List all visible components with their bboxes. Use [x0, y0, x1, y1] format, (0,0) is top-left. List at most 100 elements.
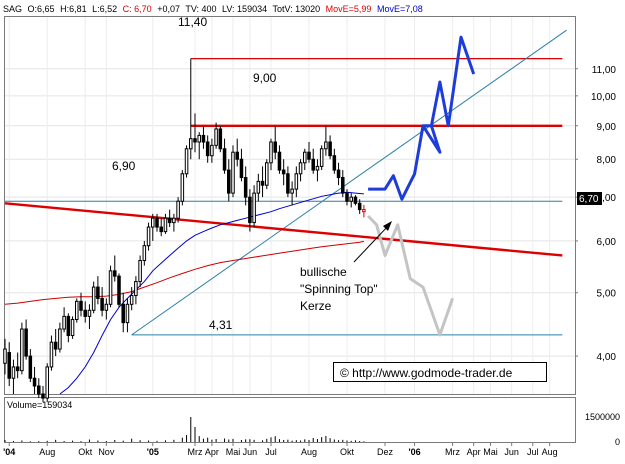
- header-symbol: SAG: [3, 4, 22, 14]
- y-tick-label: 11,00: [592, 65, 617, 76]
- x-tick-label: Mrz: [445, 447, 460, 457]
- x-tick-label: Dez: [377, 447, 394, 457]
- candle-body: [100, 297, 104, 311]
- candle-body: [159, 226, 163, 233]
- candle-body: [41, 393, 45, 399]
- candle-body: [180, 173, 185, 202]
- scenario-paths: [367, 35, 476, 337]
- y-tick-label: 4,00: [597, 352, 617, 363]
- x-tick-label: Jul: [265, 447, 277, 457]
- candle-body: [37, 385, 41, 395]
- volume-tick-label: 1500000: [585, 412, 620, 422]
- candle-body: [260, 180, 265, 186]
- candle-body: [49, 341, 54, 368]
- y-tick-label: 6,00: [597, 237, 617, 248]
- header-move-red: MovE=5,99: [326, 4, 372, 14]
- candle-body: [341, 177, 345, 194]
- candle-body: [362, 209, 366, 213]
- x-tick-label: Apr: [205, 447, 219, 457]
- candle-body: [231, 151, 235, 194]
- candle-body: [79, 300, 83, 311]
- candle-body: [142, 245, 147, 262]
- trend-lines: [4, 29, 567, 336]
- header-totv: TotV: 13020: [272, 4, 320, 14]
- x-tick-label: Nov: [98, 447, 115, 457]
- candle-body: [121, 303, 125, 324]
- candle-body: [201, 134, 206, 143]
- y-tick-label: 7,00: [597, 193, 617, 204]
- candle-body: [273, 141, 277, 153]
- candle-body: [277, 151, 282, 171]
- candle-body: [163, 217, 168, 233]
- candle-body: [66, 315, 71, 337]
- candle-body: [53, 341, 58, 350]
- candle-body: [28, 355, 33, 379]
- copyright-box: [333, 362, 547, 382]
- candles: [3, 58, 366, 403]
- x-tick-label: '06: [408, 447, 420, 457]
- x-tick-label: Aug: [301, 447, 317, 457]
- candle-body: [197, 134, 201, 143]
- header-open: O:6,65: [28, 4, 55, 14]
- candle-body: [222, 148, 227, 171]
- scenario-bearish: [367, 214, 455, 337]
- candle-body: [328, 141, 332, 157]
- candle-body: [70, 318, 75, 337]
- candle-body: [239, 158, 244, 179]
- candle-body: [256, 180, 261, 194]
- candle-body: [281, 169, 286, 175]
- last-price-label: 6,70: [579, 194, 599, 205]
- candle-body: [345, 192, 349, 202]
- candle-body: [193, 138, 197, 143]
- annotation-line-1: bullische: [300, 265, 347, 279]
- candle-body: [167, 217, 172, 224]
- x-axis-ticks: '04 Aug Okt Nov '05 Mrz Apr Mai Jun Jul Aug Okt Dez '…: [3, 442, 558, 457]
- candle-body: [129, 295, 134, 305]
- header-change: +0,07: [157, 4, 180, 14]
- annotation-spinning-top: bullische "Spinning Top" Kerze: [300, 265, 381, 313]
- x-tick-label: Okt: [78, 447, 93, 457]
- candle-body: [265, 162, 269, 186]
- candle-body: [62, 315, 66, 330]
- y-tick-label: 9,00: [597, 122, 617, 133]
- candle-body: [117, 275, 121, 305]
- annotation-arrow-line: [353, 224, 390, 263]
- candle-body: [96, 286, 100, 299]
- candle-body: [189, 138, 193, 150]
- volume-tick-label: 0: [615, 437, 620, 447]
- candle-body: [227, 169, 231, 194]
- candle-body: [172, 217, 176, 224]
- volume-title: Volume=159034: [7, 400, 72, 410]
- x-tick-label: Aug: [39, 447, 55, 457]
- grid: [5, 17, 575, 394]
- candle-body: [104, 303, 109, 311]
- volume-bars: [4, 417, 365, 442]
- y-tick-label: 10,00: [591, 92, 616, 103]
- candle-body: [24, 328, 28, 357]
- candle-body: [214, 128, 218, 146]
- candle-body: [252, 192, 256, 224]
- annotation-line-2: "Spinning Top": [300, 282, 378, 296]
- candle-body: [75, 300, 79, 320]
- candle-body: [218, 128, 223, 150]
- moving-average-red: [4, 240, 365, 305]
- candle-body: [151, 217, 155, 228]
- volume-ticks: 1500000 0: [585, 412, 620, 447]
- candle-body: [138, 260, 142, 283]
- candle-body: [294, 173, 299, 190]
- candle-body: [332, 155, 337, 171]
- candle-body: [290, 188, 294, 194]
- candle-body: [243, 177, 248, 198]
- candle-body: [58, 328, 62, 350]
- main-plot-frame: [4, 16, 576, 395]
- candle-body: [83, 309, 87, 317]
- moving-averages: [4, 191, 365, 395]
- candle-body: [298, 162, 303, 175]
- x-tick-label: '05: [147, 447, 159, 457]
- candle-body: [134, 281, 138, 297]
- annotation-line-3: Kerze: [300, 299, 332, 313]
- header-line: SAG O:6,65 H:6,81 L:6,52 C: 6,70 +0,07 T…: [3, 4, 423, 14]
- candle-body: [248, 196, 252, 224]
